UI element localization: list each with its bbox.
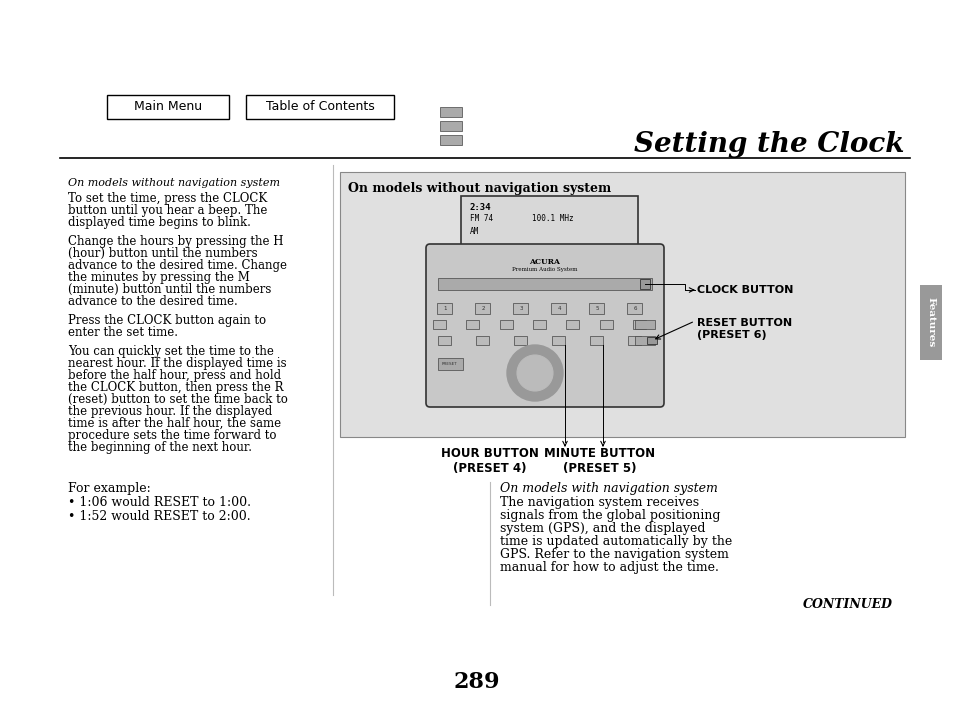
Text: Setting the Clock: Setting the Clock (634, 132, 904, 158)
Text: 6: 6 (633, 306, 636, 311)
FancyBboxPatch shape (460, 196, 638, 250)
Text: 289: 289 (454, 671, 499, 693)
Bar (566, 320, 578, 329)
Text: 5: 5 (595, 306, 598, 311)
Text: before the half hour, press and hold: before the half hour, press and hold (68, 369, 281, 382)
FancyBboxPatch shape (426, 244, 663, 407)
Text: HOUR BUTTON
(PRESET 4): HOUR BUTTON (PRESET 4) (440, 447, 538, 475)
Text: (hour) button until the numbers: (hour) button until the numbers (68, 247, 257, 260)
Text: Press the CLOCK button again to: Press the CLOCK button again to (68, 314, 266, 327)
Text: RESET BUTTON
(PRESET 6): RESET BUTTON (PRESET 6) (697, 318, 791, 340)
Text: Change the hours by pressing the H: Change the hours by pressing the H (68, 235, 283, 248)
Bar (437, 358, 462, 370)
Text: • 1:52 would RESET to 2:00.: • 1:52 would RESET to 2:00. (68, 510, 251, 523)
Text: 2:34: 2:34 (470, 203, 491, 212)
Bar (476, 336, 489, 345)
Text: Premium Audio System: Premium Audio System (512, 267, 578, 272)
Circle shape (506, 345, 562, 401)
Bar (439, 135, 461, 145)
Bar (633, 320, 645, 329)
FancyBboxPatch shape (107, 95, 229, 119)
Bar (919, 285, 941, 360)
Text: Table of Contents: Table of Contents (265, 101, 374, 114)
Text: To set the time, press the CLOCK: To set the time, press the CLOCK (68, 192, 267, 205)
Text: 1: 1 (443, 306, 446, 311)
Bar (436, 303, 452, 314)
Text: For example:: For example: (68, 482, 151, 495)
Bar (635, 320, 655, 329)
Text: PRESET: PRESET (441, 362, 457, 366)
Text: GPS. Refer to the navigation system: GPS. Refer to the navigation system (499, 548, 728, 561)
Bar (439, 121, 461, 131)
Text: the minutes by pressing the M: the minutes by pressing the M (68, 271, 250, 284)
Text: enter the set time.: enter the set time. (68, 326, 178, 339)
Text: button until you hear a beep. The: button until you hear a beep. The (68, 204, 267, 217)
Bar (339, 172, 904, 437)
Bar (551, 303, 565, 314)
Text: ACURA: ACURA (529, 258, 559, 266)
Text: 100.1 MHz: 100.1 MHz (532, 214, 573, 223)
Text: (reset) button to set the time back to: (reset) button to set the time back to (68, 393, 288, 406)
Text: the CLOCK button, then press the R: the CLOCK button, then press the R (68, 381, 283, 394)
Bar (437, 278, 651, 290)
Bar (599, 320, 612, 329)
Text: • 1:06 would RESET to 1:00.: • 1:06 would RESET to 1:00. (68, 496, 251, 509)
Bar (589, 336, 602, 345)
Text: procedure sets the time forward to: procedure sets the time forward to (68, 429, 276, 442)
Bar (439, 107, 461, 117)
Text: (minute) button until the numbers: (minute) button until the numbers (68, 283, 271, 296)
Text: Features: Features (925, 297, 935, 348)
Bar (437, 336, 451, 345)
Bar (588, 303, 603, 314)
Bar (533, 320, 545, 329)
Text: advance to the desired time.: advance to the desired time. (68, 295, 237, 308)
Text: You can quickly set the time to the: You can quickly set the time to the (68, 345, 274, 358)
Bar (499, 320, 512, 329)
Circle shape (517, 355, 553, 391)
Text: displayed time begins to blink.: displayed time begins to blink. (68, 216, 251, 229)
Text: 4: 4 (557, 306, 560, 311)
Bar (639, 279, 649, 289)
Text: CLOCK BUTTON: CLOCK BUTTON (697, 285, 793, 295)
Bar (646, 337, 657, 344)
Bar (466, 320, 478, 329)
Text: On models without navigation system: On models without navigation system (68, 178, 280, 188)
Text: signals from the global positioning: signals from the global positioning (499, 509, 720, 522)
Bar (552, 336, 564, 345)
Text: the beginning of the next hour.: the beginning of the next hour. (68, 441, 252, 454)
Bar (627, 336, 640, 345)
Text: nearest hour. If the displayed time is: nearest hour. If the displayed time is (68, 357, 286, 370)
Text: Main Menu: Main Menu (133, 101, 202, 114)
Bar (626, 303, 641, 314)
Bar (514, 336, 526, 345)
Text: 2: 2 (480, 306, 484, 311)
Text: system (GPS), and the displayed: system (GPS), and the displayed (499, 522, 705, 535)
Text: AM: AM (470, 227, 478, 236)
Bar (635, 336, 655, 345)
Text: FM 74: FM 74 (470, 214, 493, 223)
FancyBboxPatch shape (246, 95, 394, 119)
Text: CONTINUED: CONTINUED (802, 598, 892, 611)
Text: the previous hour. If the displayed: the previous hour. If the displayed (68, 405, 272, 418)
Text: manual for how to adjust the time.: manual for how to adjust the time. (499, 561, 719, 574)
Bar (475, 303, 490, 314)
Bar (433, 320, 446, 329)
Text: MINUTE BUTTON
(PRESET 5): MINUTE BUTTON (PRESET 5) (544, 447, 655, 475)
Text: advance to the desired time. Change: advance to the desired time. Change (68, 259, 287, 272)
Text: 3: 3 (518, 306, 522, 311)
Text: On models without navigation system: On models without navigation system (348, 182, 611, 195)
Bar (513, 303, 527, 314)
Text: The navigation system receives: The navigation system receives (499, 496, 699, 509)
Text: time is updated automatically by the: time is updated automatically by the (499, 535, 732, 548)
Text: time is after the half hour, the same: time is after the half hour, the same (68, 417, 281, 430)
Text: On models with navigation system: On models with navigation system (499, 482, 717, 495)
